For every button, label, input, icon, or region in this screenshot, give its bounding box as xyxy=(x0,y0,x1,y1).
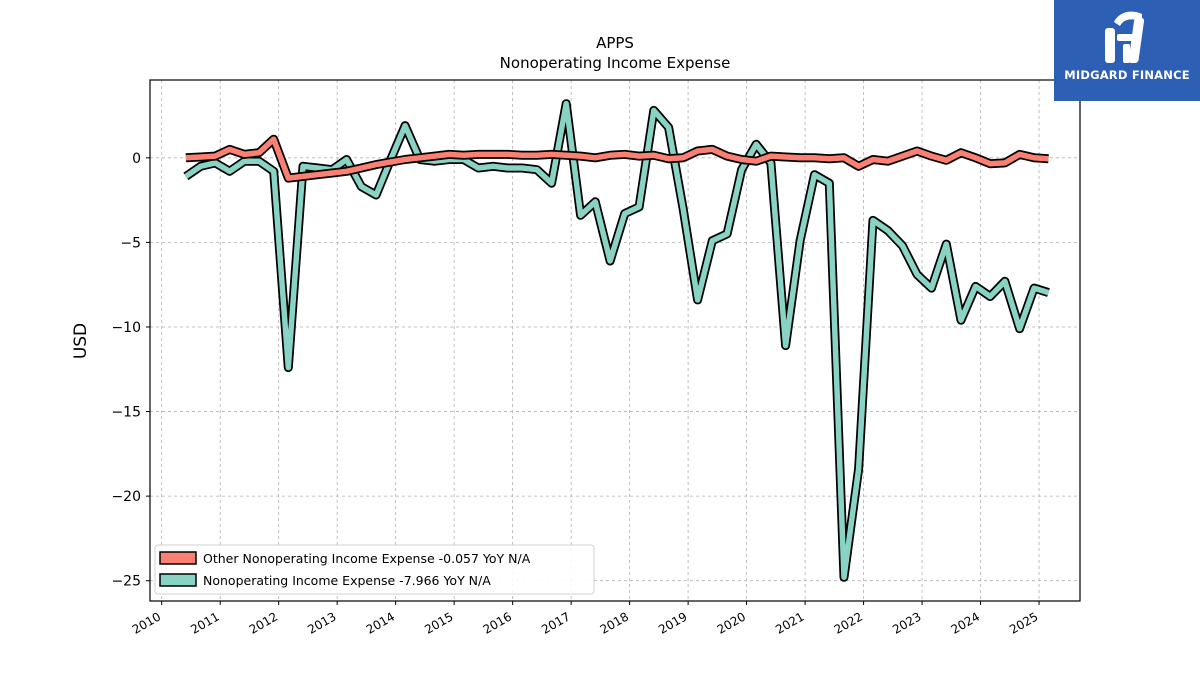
chart-title: APPS xyxy=(596,34,634,52)
legend-label-nonoperating: Nonoperating Income Expense -7.966 YoY N… xyxy=(203,573,491,588)
series-line-0 xyxy=(185,136,1049,181)
x-tick-label-2010: 2010 xyxy=(130,609,163,636)
x-tick-label-2012: 2012 xyxy=(247,609,280,636)
x-ticks: 2010 2011 2012 2013 2014 2015 2016 2017 2018 2019… xyxy=(130,601,1041,637)
chart-subtitle: Nonoperating Income Expense xyxy=(500,54,731,72)
x-tick-label-2021: 2021 xyxy=(773,609,806,636)
y-tick-label-0: 0 xyxy=(132,151,141,167)
x-tick-label-2016: 2016 xyxy=(481,609,514,636)
y-tick-label--25: −25 xyxy=(111,574,141,590)
x-tick-label-2018: 2018 xyxy=(598,609,631,636)
legend-box xyxy=(154,544,595,595)
legend-label-other-nonoperating: Other Nonoperating Income Expense -0.057… xyxy=(203,551,531,566)
x-tick-label-2013: 2013 xyxy=(305,609,338,636)
legend-swatch-other-nonoperating xyxy=(159,551,197,565)
x-tick-label-2015: 2015 xyxy=(422,609,455,636)
y-tick-label--10: −10 xyxy=(111,320,141,336)
legend: Other Nonoperating Income Expense -0.057… xyxy=(154,544,595,595)
brand-name: MIDGARD FINANCE xyxy=(1064,68,1190,82)
x-tick-label-2019: 2019 xyxy=(656,609,689,636)
y-ticks: 0 −5 −10 −15 −20 −25 xyxy=(111,151,150,590)
brand-logo: MIDGARD FINANCE xyxy=(1054,0,1200,101)
y-tick-label--20: −20 xyxy=(111,489,141,505)
x-tick-label-2024: 2024 xyxy=(949,609,982,636)
x-tick-label-2014: 2014 xyxy=(364,609,397,636)
x-tick-label-2017: 2017 xyxy=(539,609,572,636)
y-tick-label--5: −5 xyxy=(120,235,141,251)
x-tick-label-2022: 2022 xyxy=(832,609,865,636)
x-tick-label-2023: 2023 xyxy=(890,609,923,636)
plot-frame xyxy=(149,79,1081,602)
y-axis-label: USD xyxy=(71,323,91,359)
x-tick-label-2020: 2020 xyxy=(715,609,748,636)
legend-swatch-nonoperating xyxy=(159,573,197,587)
series-layer xyxy=(183,99,1050,582)
x-tick-label-2011: 2011 xyxy=(188,609,221,636)
x-tick-label-2025: 2025 xyxy=(1007,609,1040,636)
y-tick-label--15: −15 xyxy=(111,405,141,421)
brand-logo-icon xyxy=(1105,11,1145,63)
